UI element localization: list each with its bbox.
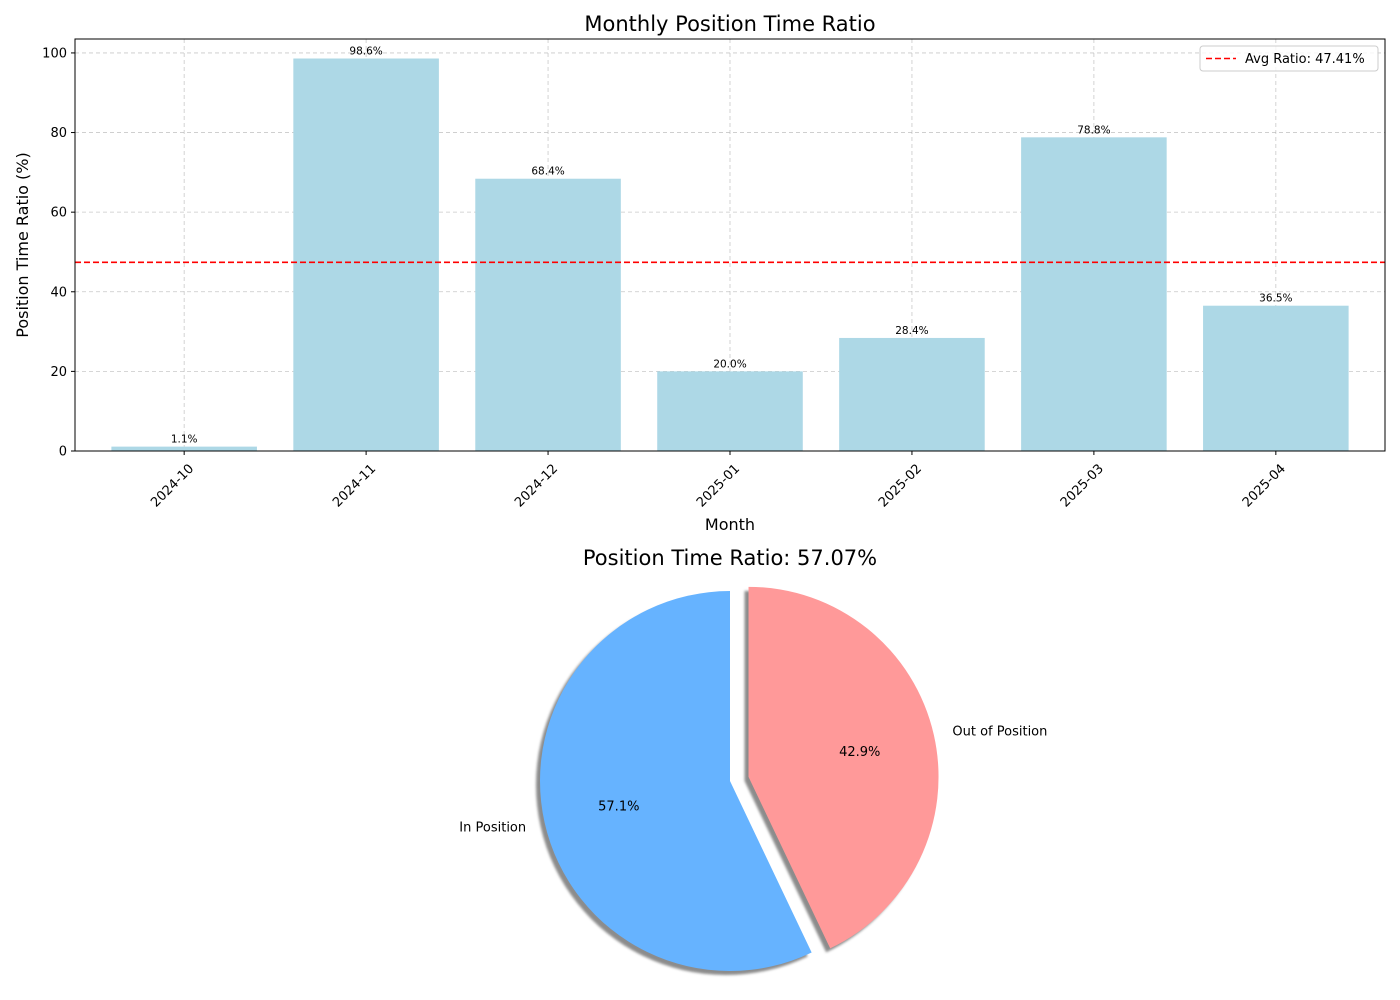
- pie-label-in-position: In Position: [459, 821, 526, 836]
- bar-2025-01: [657, 371, 803, 451]
- bar-2024-12: [475, 178, 621, 451]
- x-tick-label: 2025-01: [694, 461, 743, 510]
- bar-2025-04: [1203, 305, 1349, 451]
- bar-value-label: 98.6%: [349, 46, 382, 58]
- y-tick-label: 40: [50, 285, 67, 300]
- y-tick-label: 20: [50, 365, 67, 380]
- x-tick-label: 2025-02: [876, 461, 925, 510]
- bar-chart-x-ticks: 2024-10 2024-11 2024-12 2025-01 2025-02 2025-…: [148, 451, 1289, 510]
- bar-2024-11: [293, 58, 439, 452]
- bar-value-label: 20.0%: [713, 358, 746, 370]
- y-tick-label: 0: [59, 445, 67, 460]
- bar-chart-legend: Avg Ratio: 47.41%: [1199, 45, 1379, 72]
- bar-chart-y-ticks: 0 20 40 60 80 100: [42, 46, 75, 460]
- x-tick-label: 2024-10: [148, 461, 197, 510]
- pie-slice-out-of-position: [748, 586, 939, 949]
- pie-slice-in-position: [540, 591, 812, 972]
- legend-entry-avg-ratio: Avg Ratio: 47.41%: [1245, 52, 1365, 67]
- x-tick-label: 2024-11: [330, 461, 379, 510]
- y-tick-label: 80: [50, 126, 67, 141]
- pie-percent-out-of-position: 42.9%: [839, 745, 880, 760]
- pie-chart-labels: In Position 57.1% Out of Position 42.9%: [459, 724, 1047, 835]
- bar-value-label: 36.5%: [1259, 293, 1292, 305]
- x-tick-label: 2025-03: [1058, 461, 1107, 510]
- y-tick-label: 60: [50, 206, 67, 221]
- bar-value-label: 68.4%: [531, 166, 564, 178]
- bar-value-label: 28.4%: [895, 325, 928, 337]
- bar-chart: Monthly Position Time Ratio 1.1% 98.6% 68.…: [13, 12, 1386, 534]
- bar-2024-10: [111, 446, 257, 451]
- pie-percent-in-position: 57.1%: [598, 800, 639, 815]
- bar-2025-03: [1021, 137, 1167, 452]
- bar-2025-02: [839, 337, 985, 451]
- pie-chart-slices: [540, 586, 939, 972]
- bar-chart-value-labels: 1.1% 98.6% 68.4% 20.0% 28.4% 78.8% 36.5%: [171, 46, 1293, 446]
- bar-chart-bars: [111, 58, 1349, 452]
- x-tick-label: 2025-04: [1240, 461, 1289, 510]
- x-tick-label: 2024-12: [512, 461, 561, 510]
- pie-chart: Position Time Ratio: 57.07% In Position 5…: [459, 546, 1047, 976]
- pie-label-out-of-position: Out of Position: [952, 724, 1047, 739]
- pie-chart-title: Position Time Ratio: 57.07%: [583, 546, 877, 570]
- bar-chart-title: Monthly Position Time Ratio: [584, 12, 875, 36]
- bar-value-label: 1.1%: [171, 434, 198, 446]
- bar-value-label: 78.8%: [1077, 124, 1110, 136]
- bar-chart-x-axis-label: Month: [705, 515, 755, 534]
- bar-chart-y-axis-label: Position Time Ratio (%): [13, 152, 32, 337]
- y-tick-label: 100: [42, 46, 67, 61]
- legend-frame: [1199, 45, 1379, 72]
